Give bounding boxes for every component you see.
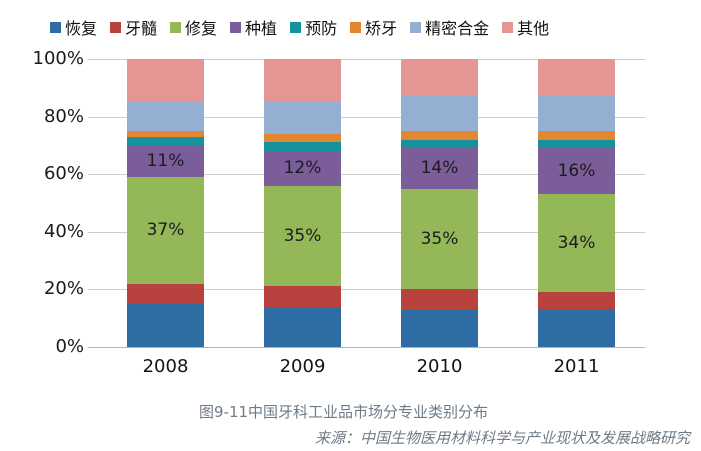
gridline — [88, 174, 645, 176]
gridline — [88, 231, 645, 233]
legend-item-恢复: 恢复 — [50, 15, 97, 39]
gridline — [88, 347, 645, 348]
segment-矫牙 — [264, 133, 341, 143]
y-axis-tick-label: 80% — [43, 105, 84, 127]
x-axis-label: 2010 — [416, 356, 463, 377]
legend-swatch-icon — [50, 21, 61, 33]
gridline — [88, 59, 645, 60]
segment-其他 — [264, 59, 341, 103]
segment-牙髓 — [127, 283, 204, 304]
segment-恢复 — [127, 303, 204, 347]
segment-预防 — [127, 136, 204, 146]
legend-item-种植: 种植 — [230, 15, 277, 39]
y-axis-tick-label: 40% — [43, 220, 84, 242]
segment-预防 — [264, 142, 341, 152]
legend-item-精密合金: 精密合金 — [410, 15, 489, 39]
legend-label: 预防 — [305, 19, 338, 38]
segment-种植: 16% — [538, 148, 615, 195]
segment-种植: 12% — [264, 151, 341, 186]
legend-label: 种植 — [245, 19, 278, 38]
legend-label: 恢复 — [65, 19, 98, 38]
segment-预防 — [538, 139, 615, 149]
segment-其他 — [401, 59, 478, 97]
x-axis-label: 2008 — [142, 356, 189, 377]
segment-种植: 11% — [127, 145, 204, 178]
y-axis-tick-label: 60% — [43, 163, 84, 185]
stacked-bar-2008: 11% 37% — [127, 59, 204, 347]
legend: 恢复 牙髓 修复 种植 预防 矫牙 精密合金 其他 — [50, 15, 549, 39]
segment-种植: 14% — [401, 148, 478, 189]
segment-精密合金 — [264, 102, 341, 134]
stacked-bar-2010: 14% 35% — [401, 59, 478, 347]
legend-swatch-icon — [290, 21, 302, 33]
legend-swatch-icon — [230, 21, 242, 33]
y-axis-tick-label: 0% — [55, 336, 84, 357]
segment-恢复 — [401, 309, 478, 347]
legend-label: 牙髓 — [125, 19, 158, 38]
segment-矫牙 — [401, 130, 478, 140]
segment-牙髓 — [264, 286, 341, 307]
segment-修复: 34% — [538, 194, 615, 293]
gridline — [88, 116, 645, 118]
legend-item-其他: 其他 — [502, 15, 549, 39]
legend-label: 修复 — [185, 19, 218, 38]
gridline — [88, 289, 645, 291]
legend-item-修复: 修复 — [170, 15, 217, 39]
segment-矫牙 — [127, 130, 204, 137]
segment-预防 — [401, 139, 478, 149]
y-axis-tick-label: 20% — [43, 278, 84, 300]
legend-item-预防: 预防 — [290, 15, 337, 39]
segment-修复: 35% — [401, 188, 478, 290]
segment-精密合金 — [538, 96, 615, 131]
legend-label: 精密合金 — [425, 19, 490, 38]
legend-swatch-icon — [110, 21, 122, 33]
segment-牙髓 — [401, 289, 478, 310]
segment-其他 — [538, 59, 615, 97]
legend-item-牙髓: 牙髓 — [110, 15, 157, 39]
segment-恢复 — [538, 309, 615, 347]
legend-item-矫牙: 矫牙 — [350, 15, 397, 39]
legend-label: 其他 — [517, 19, 550, 38]
segment-牙髓 — [538, 292, 615, 310]
plot-area: 11% 37% 12% 35% 14% 35% 16% 34% — [88, 59, 645, 348]
segment-恢复 — [264, 306, 341, 347]
legend-label: 矫牙 — [365, 19, 398, 38]
x-axis-label: 2009 — [279, 356, 326, 377]
chart-source: 来源：中国生物医用材料科学与产业现状及发展战略研究 — [314, 429, 690, 447]
stacked-bar-2009: 12% 35% — [264, 59, 341, 347]
stacked-bar-2011: 16% 34% — [538, 59, 615, 347]
segment-修复: 37% — [127, 177, 204, 284]
legend-swatch-icon — [502, 21, 514, 33]
segment-精密合金 — [127, 102, 204, 131]
x-axis-label: 2011 — [553, 356, 600, 377]
legend-swatch-icon — [170, 21, 182, 33]
segment-矫牙 — [538, 130, 615, 140]
segment-精密合金 — [401, 96, 478, 131]
legend-swatch-icon — [350, 21, 362, 33]
segment-其他 — [127, 59, 204, 103]
legend-swatch-icon — [410, 21, 422, 33]
y-axis-tick-label: 100% — [32, 48, 84, 69]
chart-title: 图9-11中国牙科工业品市场分专业类别分布 — [199, 403, 489, 421]
segment-修复: 35% — [264, 185, 341, 287]
